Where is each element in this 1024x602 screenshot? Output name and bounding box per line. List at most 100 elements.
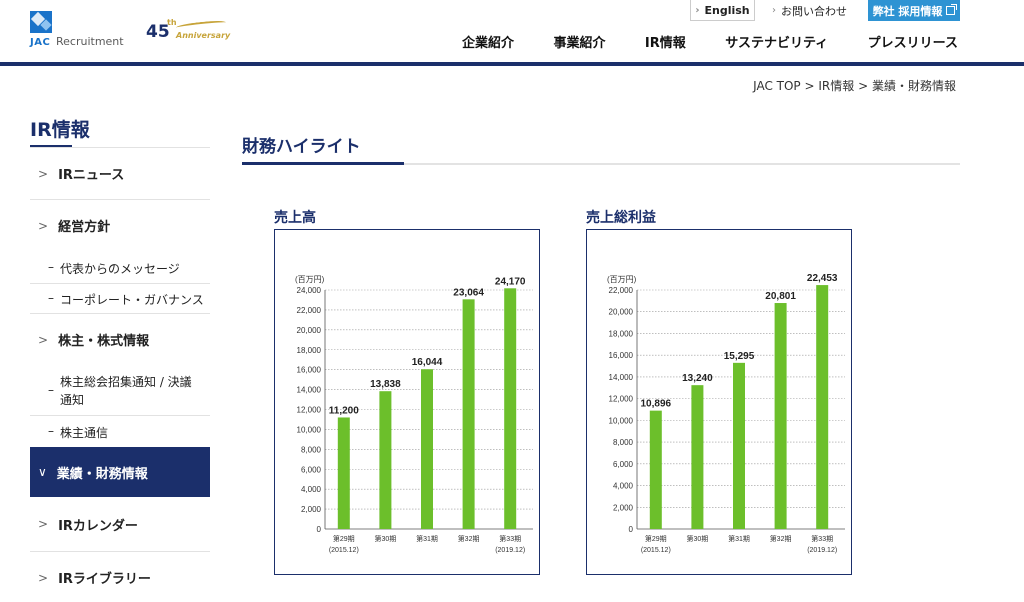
bar xyxy=(504,288,517,529)
sidebar: IR情報 > IRニュース > 経営方針 – 代表からのメッセージ – コーポレ… xyxy=(30,115,210,587)
chevron-right-icon: > xyxy=(38,570,49,585)
logo-jac-text: JAC xyxy=(30,37,51,48)
y-tick-label: 10,000 xyxy=(609,416,634,425)
breadcrumb-separator: > xyxy=(858,79,869,93)
contact-link-label: お問い合わせ xyxy=(781,4,847,18)
bar-value-label: 13,240 xyxy=(682,373,713,384)
chevron-right-icon: > xyxy=(38,332,49,347)
nav-item-company[interactable]: 企業紹介 xyxy=(462,36,515,51)
breadcrumb-item-top[interactable]: JAC TOP xyxy=(753,79,801,93)
x-tick-note: (2019.12) xyxy=(495,547,525,554)
y-tick-label: 6,000 xyxy=(613,460,634,469)
chevron-right-icon: › xyxy=(772,5,776,16)
sidebar-subitem-label: 代表からのメッセージ xyxy=(60,262,180,276)
x-tick-note: (2019.12) xyxy=(807,547,837,554)
y-tick-label: 24,000 xyxy=(297,286,322,295)
x-tick-label: 第32期 xyxy=(458,534,480,543)
chart-frame: (百万円) 0 2,000 4,000 6,000 8,000 10,000 12,000 14… xyxy=(586,229,852,575)
breadcrumb: JAC TOP > IR情報 > 業績・財務情報 xyxy=(753,77,956,94)
chart-title: 売上総利益 xyxy=(586,210,656,226)
chevron-right-icon: > xyxy=(38,166,49,181)
chevron-right-icon: › xyxy=(695,4,700,16)
sidebar-item-policy[interactable]: > 経営方針 xyxy=(30,199,210,251)
bar-value-label: 11,200 xyxy=(329,405,359,416)
sidebar-item-ir-news[interactable]: > IRニュース xyxy=(30,147,210,199)
y-tick-label: 12,000 xyxy=(609,395,634,404)
anniversary-swoosh-icon xyxy=(175,19,227,31)
dash-icon: – xyxy=(48,260,54,274)
sidebar-title-underline xyxy=(30,145,72,148)
page-title-rule xyxy=(242,163,960,165)
sidebar-item-label: 業績・財務情報 xyxy=(56,466,148,482)
sidebar-item-library[interactable]: > IRライブラリー xyxy=(30,551,210,602)
english-link[interactable]: › English xyxy=(690,0,755,21)
chart-title: 売上高 xyxy=(274,210,316,226)
y-tick-label: 2,000 xyxy=(301,505,322,514)
y-unit-label: (百万円) xyxy=(607,275,637,284)
bar xyxy=(337,417,350,529)
recruit-button-label: 弊社 採用情報 xyxy=(872,4,943,18)
sidebar-item-calendar[interactable]: > IRカレンダー xyxy=(30,497,210,551)
nav-item-business[interactable]: 事業紹介 xyxy=(553,36,606,51)
chevron-right-icon: > xyxy=(38,517,49,531)
breadcrumb-separator: > xyxy=(804,79,815,93)
x-tick-note: (2015.12) xyxy=(329,547,359,554)
recruit-button[interactable]: 弊社 採用情報 xyxy=(868,0,960,21)
sidebar-subitem-newsletter[interactable]: – 株主通信 xyxy=(30,415,210,447)
sidebar-item-shareholders[interactable]: > 株主・株式情報 xyxy=(30,313,210,365)
sidebar-subitem-label: コーポレート・ガバナンス xyxy=(60,293,204,307)
sidebar-item-label: IRカレンダー xyxy=(58,518,138,534)
bar-value-label: 13,838 xyxy=(370,379,401,390)
sidebar-subitem-meeting-notice[interactable]: – 株主総会招集通知 / 決議通知 xyxy=(30,365,210,415)
sidebar-subitem-label: 株主通信 xyxy=(60,426,109,440)
y-tick-label: 10,000 xyxy=(297,425,322,434)
bar-value-label: 20,801 xyxy=(765,291,796,302)
y-unit-label: (百万円) xyxy=(295,275,325,284)
nav-item-ir[interactable]: IR情報 xyxy=(644,36,686,51)
bar-value-label: 23,064 xyxy=(453,287,484,298)
y-tick-label: 22,000 xyxy=(609,286,634,295)
header-divider xyxy=(0,62,1024,66)
x-tick-label: 第33期 xyxy=(499,534,521,543)
sidebar-subitem-message[interactable]: – 代表からのメッセージ xyxy=(30,251,210,283)
bar xyxy=(379,391,392,529)
sidebar-subitem-governance[interactable]: – コーポレート・ガバナンス xyxy=(30,283,210,313)
dash-icon: – xyxy=(48,383,54,397)
logo-recruitment-text: Recruitment xyxy=(56,35,124,48)
anniversary-suffix: th xyxy=(167,18,177,27)
jac-logo-mark-icon xyxy=(30,11,52,33)
sidebar-item-label: 経営方針 xyxy=(58,220,111,235)
bar xyxy=(462,299,475,529)
bar xyxy=(774,303,787,529)
jac-logo[interactable]: JAC Recruitment xyxy=(30,11,124,48)
sidebar-item-financials[interactable]: ∨ 業績・財務情報 xyxy=(30,447,210,497)
sidebar-item-label: IRライブラリー xyxy=(58,572,151,587)
y-tick-label: 14,000 xyxy=(297,386,322,395)
bar xyxy=(733,362,745,529)
y-tick-label: 18,000 xyxy=(297,346,322,355)
chart-frame: (百万円) 0 2,000 4,000 6,000 8,000 10,000 12,000 14… xyxy=(274,229,540,575)
nav-item-sustainability[interactable]: サステナビリティ xyxy=(725,36,829,51)
bar-value-label: 22,453 xyxy=(807,273,838,284)
x-tick-label: 第31期 xyxy=(416,534,438,543)
x-tick-label: 第30期 xyxy=(375,534,397,543)
bar-value-label: 16,044 xyxy=(412,357,443,368)
y-tick-label: 8,000 xyxy=(301,445,322,454)
y-tick-label: 0 xyxy=(629,525,634,534)
x-tick-note: (2015.12) xyxy=(641,547,671,554)
chart-svg: (百万円) 0 2,000 4,000 6,000 8,000 10,000 12,000 14… xyxy=(295,275,533,554)
page-title-accent xyxy=(242,162,404,165)
chevron-down-icon: ∨ xyxy=(38,465,47,479)
sidebar-title: IR情報 xyxy=(30,119,90,141)
y-tick-label: 20,000 xyxy=(297,326,322,335)
bar xyxy=(649,410,662,529)
x-tick-label: 第30期 xyxy=(687,534,709,543)
x-tick-label: 第33期 xyxy=(811,534,833,543)
bar xyxy=(421,369,433,529)
nav-item-press[interactable]: プレスリリース xyxy=(867,36,958,51)
y-tick-label: 6,000 xyxy=(301,465,322,474)
y-tick-label: 4,000 xyxy=(301,485,322,494)
y-tick-label: 8,000 xyxy=(613,438,634,447)
contact-link[interactable]: › お問い合わせ xyxy=(772,0,847,21)
breadcrumb-item-ir[interactable]: IR情報 xyxy=(818,79,855,93)
